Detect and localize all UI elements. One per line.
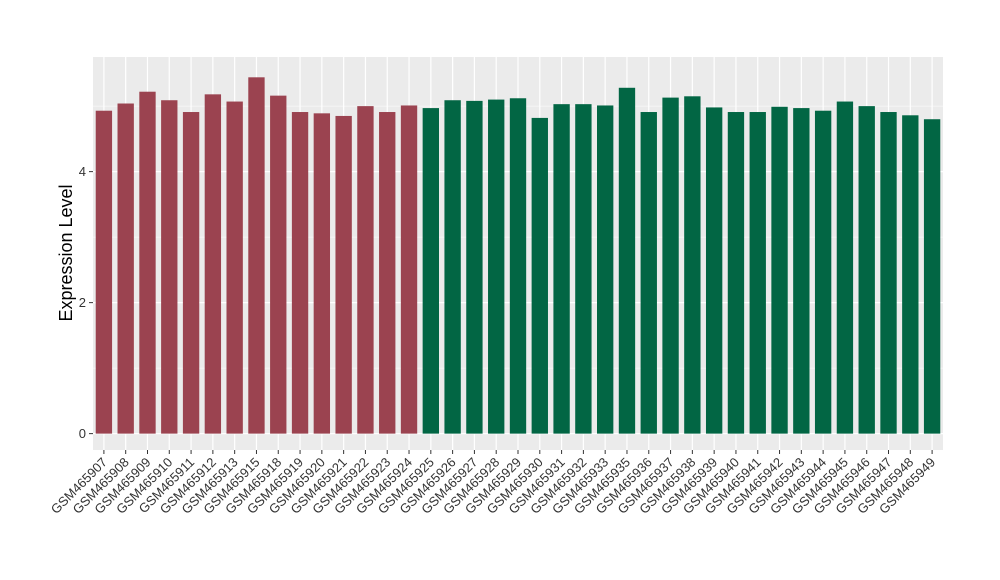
y-axis-title: Expression Level — [56, 184, 76, 321]
bar-GSM465908 — [117, 103, 134, 434]
bar-GSM465949 — [923, 119, 941, 434]
bar-GSM465937 — [662, 97, 679, 434]
bar-GSM465940 — [727, 112, 745, 434]
bar-GSM465931 — [553, 104, 570, 434]
bar-GSM465921 — [335, 115, 352, 434]
bar-GSM465932 — [575, 104, 592, 434]
bar-GSM465943 — [793, 108, 810, 434]
bar-GSM465924 — [400, 105, 418, 434]
y-tick-label: 4 — [79, 164, 86, 179]
bar-GSM465948 — [902, 115, 919, 434]
bar-GSM465911 — [182, 112, 200, 434]
bar-GSM465915 — [248, 77, 265, 434]
bar-GSM465945 — [836, 101, 854, 434]
bar-GSM465928 — [488, 99, 505, 434]
bar-GSM465939 — [705, 107, 723, 434]
x-axis: GSM465907GSM465908GSM465909GSM465910GSM4… — [48, 450, 938, 517]
bar-GSM465933 — [597, 105, 614, 434]
bar-GSM465930 — [531, 117, 548, 434]
bar-GSM465925 — [422, 108, 439, 434]
bar-GSM465929 — [509, 98, 527, 434]
bar-GSM465918 — [270, 95, 287, 434]
bars — [95, 77, 941, 434]
bar-GSM465946 — [858, 106, 875, 434]
bar-GSM465947 — [880, 112, 897, 434]
bar-GSM465938 — [684, 96, 701, 434]
bar-GSM465936 — [640, 112, 657, 434]
bar-GSM465942 — [771, 106, 788, 434]
bar-GSM465935 — [618, 87, 636, 434]
bar-GSM465927 — [466, 100, 483, 434]
bar-GSM465944 — [814, 110, 832, 434]
bar-GSM465923 — [379, 112, 396, 434]
bar-GSM465926 — [444, 100, 461, 434]
bar-GSM465909 — [139, 91, 156, 434]
y-tick-label: 2 — [79, 295, 86, 310]
bar-GSM465920 — [313, 113, 331, 434]
bar-GSM465922 — [357, 106, 374, 434]
y-axis: 0 2 4 — [79, 164, 93, 441]
y-tick-label: 0 — [79, 426, 86, 441]
bar-GSM465907 — [95, 110, 113, 434]
bar-GSM465919 — [291, 112, 309, 434]
bar-GSM465910 — [161, 100, 178, 434]
bar-GSM465912 — [204, 94, 222, 434]
bar-GSM465941 — [749, 112, 766, 434]
bar-GSM465913 — [226, 101, 243, 434]
